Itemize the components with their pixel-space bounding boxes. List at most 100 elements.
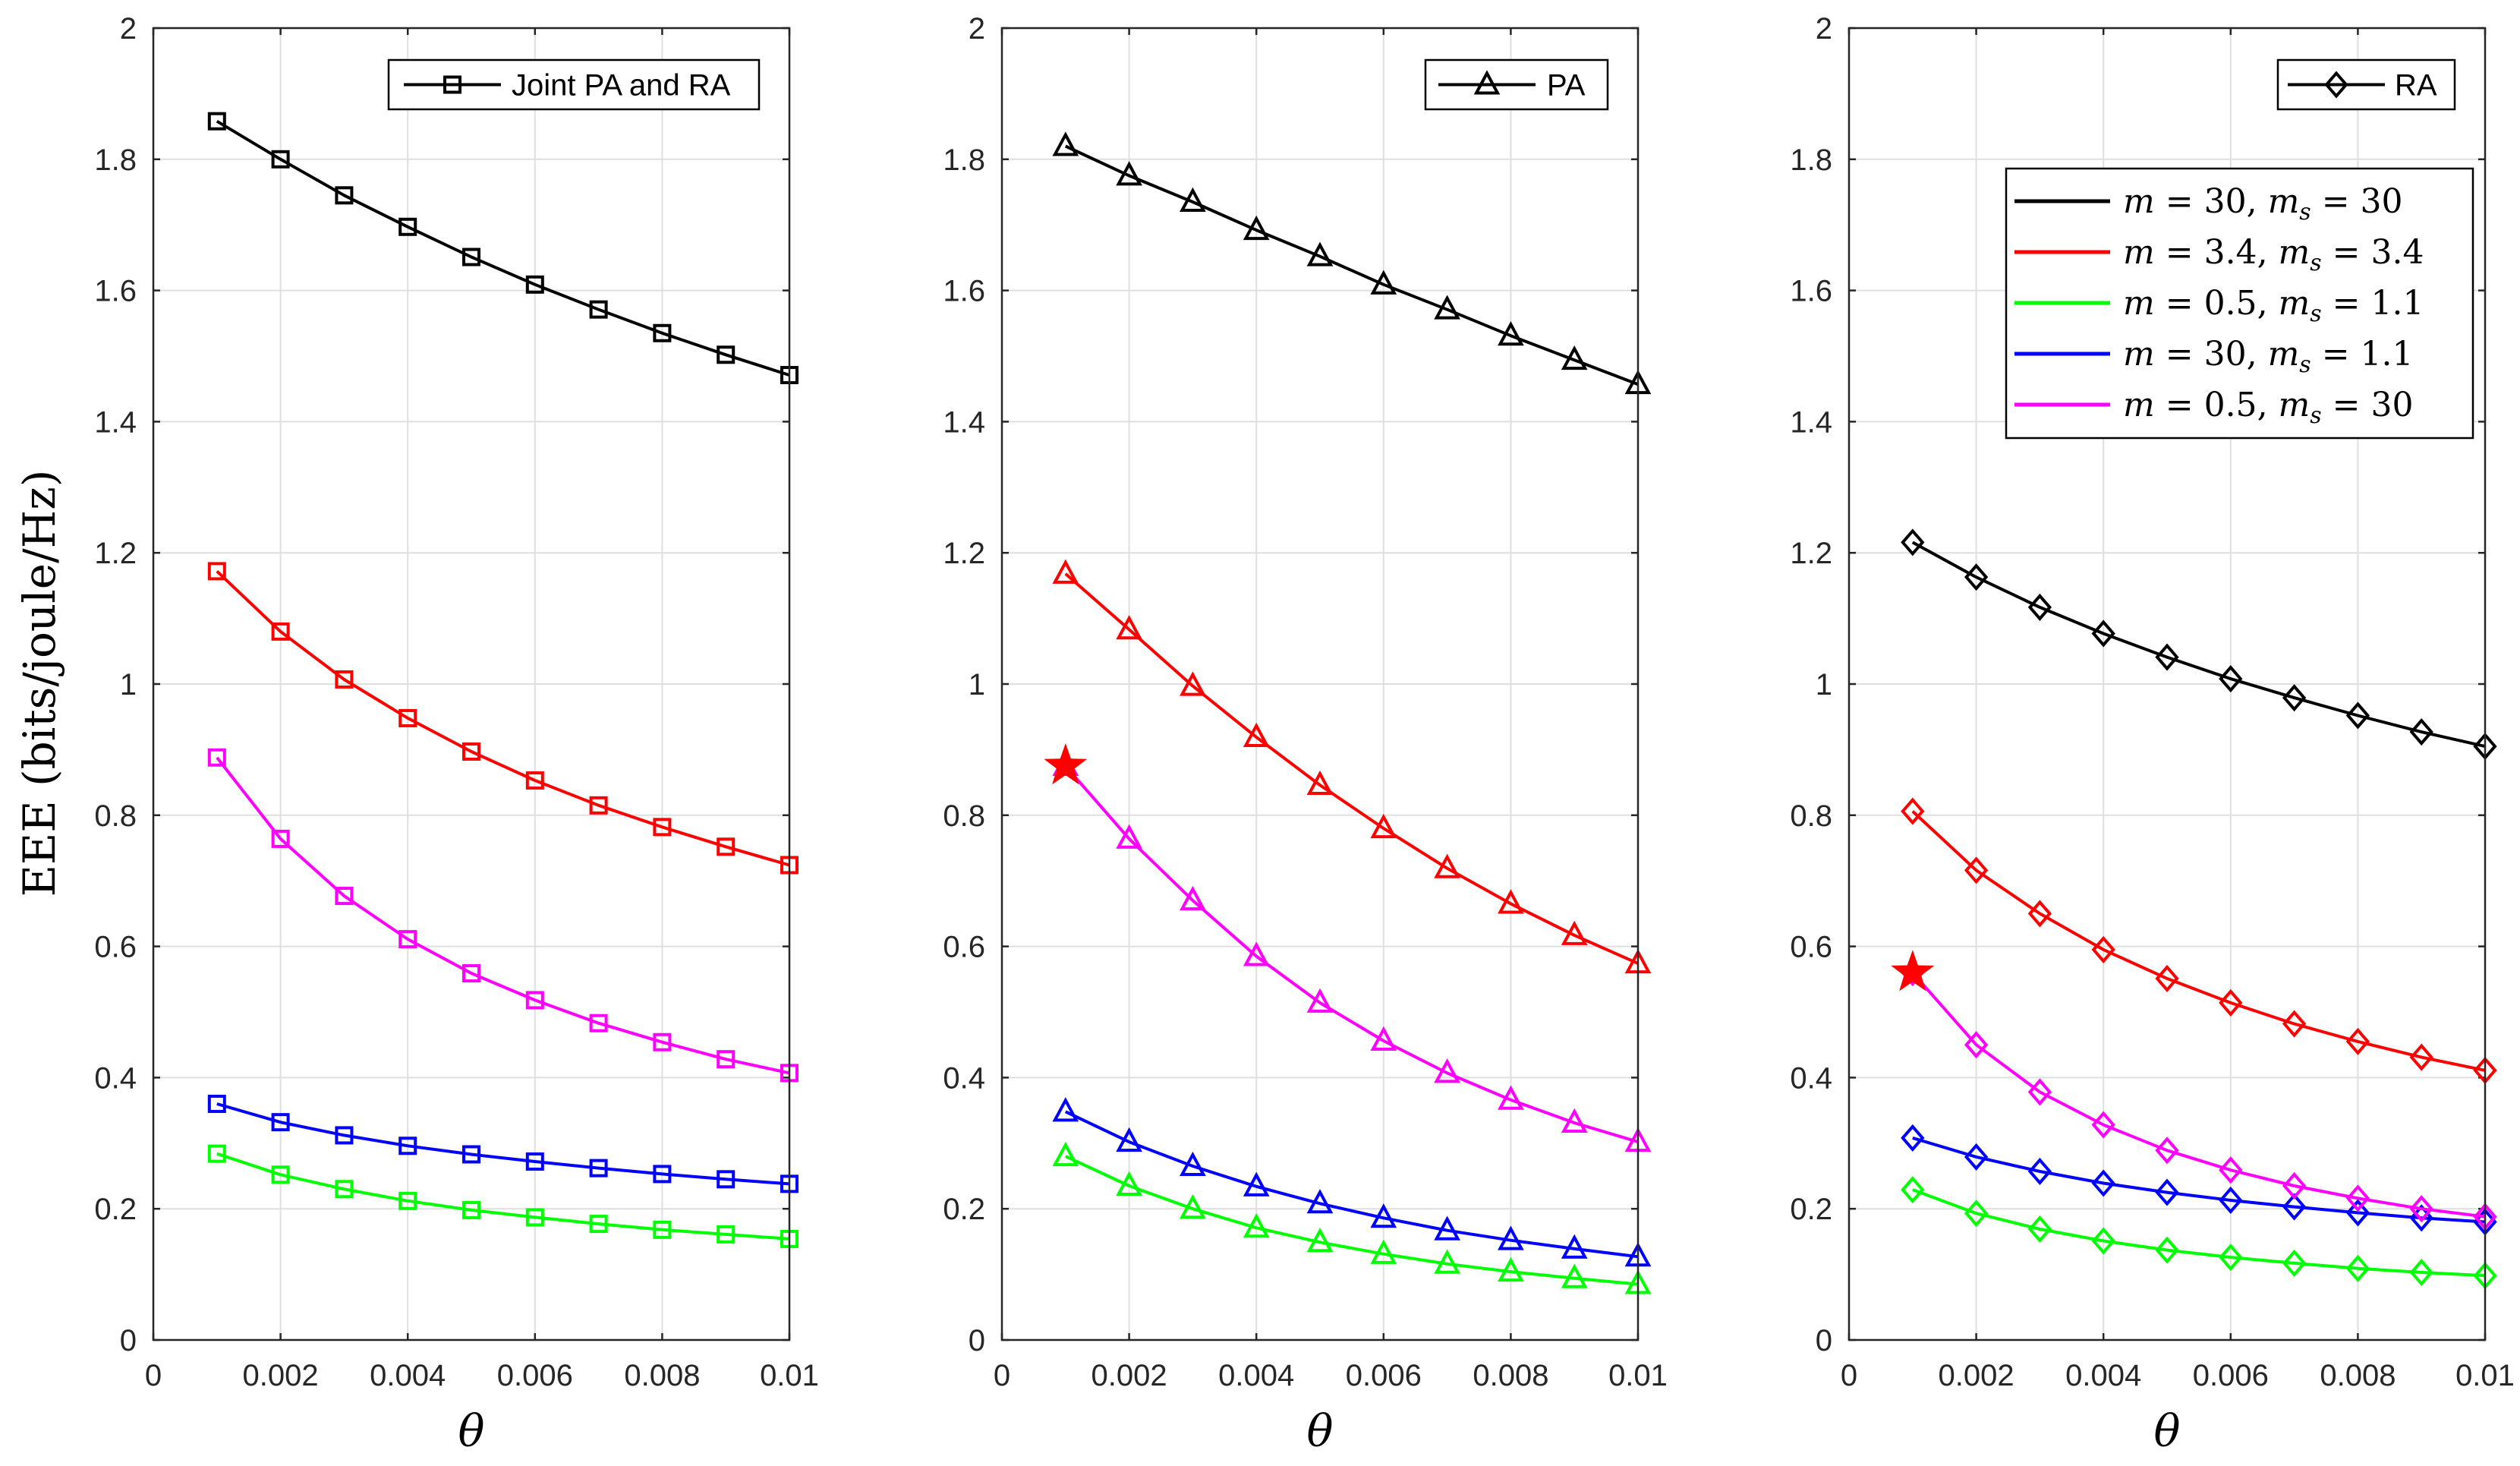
legend-marker-sample xyxy=(1473,70,1501,95)
data-point-marker xyxy=(1498,889,1524,914)
data-point-marker xyxy=(2027,1157,2052,1186)
data-point-marker xyxy=(1370,1239,1397,1264)
data-point-marker xyxy=(1306,1189,1334,1214)
data-point-marker xyxy=(1964,1200,1989,1228)
y-tick-label: 0 xyxy=(120,1324,137,1357)
series-legend-label: m = 30, ms = 30 xyxy=(2123,182,2403,225)
data-point-marker xyxy=(2282,1171,2307,1200)
data-point-marker xyxy=(1052,559,1079,584)
y-tick-label: 2 xyxy=(1816,12,1832,46)
data-point-marker xyxy=(1052,1141,1079,1167)
series-4 xyxy=(207,748,799,1083)
x-tick-label: 0.01 xyxy=(1608,1359,1668,1392)
data-point-marker xyxy=(1243,215,1270,241)
data-point-marker xyxy=(2091,1169,2115,1197)
data-point-marker xyxy=(271,150,290,169)
y-tick-label: 0.4 xyxy=(943,1061,985,1095)
data-point-marker xyxy=(335,1126,354,1145)
data-point-marker xyxy=(1370,1203,1397,1228)
x-tick-label: 0.01 xyxy=(760,1359,819,1392)
data-point-marker xyxy=(1116,161,1142,186)
data-point-marker xyxy=(207,112,226,131)
data-point-marker xyxy=(1498,320,1524,346)
series-line xyxy=(216,569,790,867)
series-line xyxy=(1911,810,2486,1072)
x-axis-title-right: θ xyxy=(2154,1405,2181,1457)
legend-marker-sample xyxy=(443,75,461,94)
data-point-marker xyxy=(2091,1227,2115,1255)
data-point-marker xyxy=(2345,1254,2370,1282)
data-point-marker xyxy=(717,1170,736,1189)
y-tick-label: 0.8 xyxy=(943,799,985,833)
series-0 xyxy=(1052,131,1652,395)
series-3 xyxy=(207,1094,799,1193)
x-tick-label: 0.004 xyxy=(370,1359,446,1392)
y-tick-label: 0.2 xyxy=(943,1193,985,1226)
data-point-marker xyxy=(653,1220,672,1239)
series-line xyxy=(216,1152,790,1241)
data-point-marker xyxy=(1561,1234,1588,1259)
data-point-marker xyxy=(1116,824,1142,849)
data-point-marker xyxy=(462,1200,480,1219)
data-point-marker xyxy=(1901,797,1925,825)
legend-marker-sample xyxy=(2324,71,2348,99)
marker-legend-label: Joint PA and RA xyxy=(512,69,731,102)
series-line xyxy=(1912,1136,2486,1224)
y-tick-label: 1.6 xyxy=(943,275,985,308)
data-point-marker xyxy=(2091,620,2115,648)
data-point-marker xyxy=(2027,593,2052,621)
series-legend-label: m = 0.5, ms = 1.1 xyxy=(2123,284,2424,327)
series-line xyxy=(1064,765,1639,1144)
x-tick-label: 0.006 xyxy=(497,1359,573,1392)
data-point-marker xyxy=(1434,1249,1460,1274)
data-point-marker xyxy=(2219,1186,2243,1215)
data-point-marker xyxy=(2345,1199,2370,1227)
data-point-marker xyxy=(207,1144,226,1163)
data-point-marker xyxy=(271,1165,290,1184)
y-tick-label: 1.8 xyxy=(1790,143,1832,177)
data-point-marker xyxy=(1434,853,1460,878)
data-point-marker xyxy=(2409,1258,2433,1287)
data-point-marker xyxy=(1498,1225,1524,1250)
data-point-marker xyxy=(1180,187,1206,212)
data-point-marker xyxy=(1243,1213,1270,1238)
y-axis-title: EEE (bits/joule/Hz) xyxy=(14,470,65,897)
highlight-star-marker xyxy=(1044,743,1088,785)
x-tick-label: 0.008 xyxy=(1473,1359,1548,1392)
y-tick-label: 2 xyxy=(120,12,137,46)
data-point-marker xyxy=(2345,1027,2370,1055)
data-point-marker xyxy=(717,1225,736,1244)
data-point-marker xyxy=(1243,722,1270,747)
data-point-marker xyxy=(1052,131,1079,156)
panel-pa: 0 0.2 0.4 0.6 0.8 1 1.2 1.4 1.6 1.8 2 0 0.002 0.004 0.… xyxy=(943,12,1668,1392)
y-tick-label: 0.2 xyxy=(94,1193,137,1226)
data-point-marker xyxy=(1561,1108,1588,1133)
x-tick-label: 0 xyxy=(994,1359,1010,1392)
data-point-marker xyxy=(2219,1156,2243,1184)
data-point-marker xyxy=(653,1165,672,1184)
marker-legend-label: RA xyxy=(2395,69,2437,102)
plot-frame xyxy=(1847,27,2487,1341)
series-line xyxy=(1064,144,1639,386)
y-tick-label: 1.4 xyxy=(943,405,985,439)
y-tick-label: 0.2 xyxy=(1790,1193,1832,1226)
data-point-marker xyxy=(589,1159,608,1178)
y-tick-label: 0.6 xyxy=(94,931,137,964)
data-point-marker xyxy=(398,217,417,236)
data-point-marker xyxy=(717,345,736,364)
series-1 xyxy=(1052,559,1652,974)
data-point-marker xyxy=(1306,241,1334,266)
panel-joint-pa-ra: 0 0.2 0.4 0.6 0.8 1 1.2 1.4 1.6 1.8 2 0 0.002 0.004 0.… xyxy=(94,12,819,1392)
data-point-marker xyxy=(2027,1215,2052,1244)
data-point-marker xyxy=(1434,1215,1460,1241)
data-point-marker xyxy=(2155,1178,2179,1206)
data-point-marker xyxy=(2345,701,2370,730)
data-point-marker xyxy=(2219,1244,2243,1272)
data-point-marker xyxy=(589,300,608,319)
data-point-marker xyxy=(2282,1010,2307,1038)
y-tick-label: 1.6 xyxy=(1790,275,1832,308)
plot-frame xyxy=(1000,27,1640,1341)
plot-frame xyxy=(152,27,791,1341)
data-point-marker xyxy=(462,247,480,266)
